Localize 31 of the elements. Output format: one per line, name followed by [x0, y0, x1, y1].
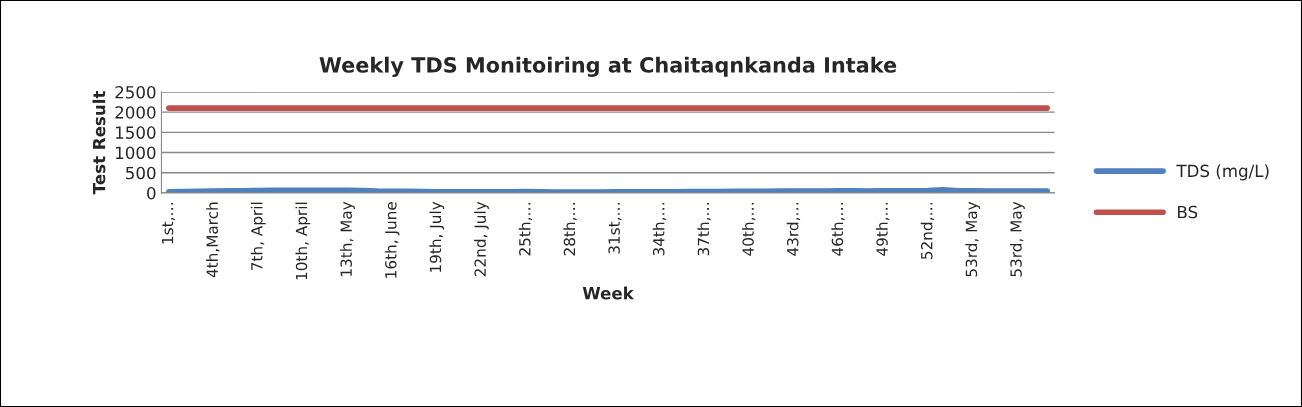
y-tick-label: 0: [147, 186, 156, 200]
y-tick-label: 500: [126, 166, 156, 180]
x-tick-label: 22nd, July: [474, 201, 489, 277]
y-tick-label: 1000: [116, 146, 156, 160]
y-tick-label: 2500: [115, 85, 156, 99]
x-tick-label: 28th,…: [563, 203, 577, 256]
y-axis-title: Test Result: [92, 90, 106, 195]
x-tick-label: 53rd, May: [965, 201, 981, 277]
x-tick-label: 4th,March: [206, 202, 220, 278]
x-tick-label: 40th,…: [742, 203, 756, 256]
x-tick-label: 19th, July: [429, 201, 445, 272]
x-tick-label: 13th, May: [340, 201, 355, 276]
x-tick-label: 37th,…: [697, 203, 711, 256]
x-tick-label: 25th,…: [518, 203, 533, 256]
x-tick-label: 16th, June: [384, 202, 400, 278]
x-tick-label: 52nd,…: [920, 203, 935, 260]
x-tick-label: 46th,…: [831, 203, 845, 256]
x-tick-label: 53rd, May: [1010, 201, 1025, 277]
y-tick-label: 2000: [115, 106, 156, 119]
x-tick-label: 49th,…: [876, 203, 890, 256]
x-tick-label: 10th, April: [295, 202, 311, 280]
y-tick-label: 1500: [116, 126, 156, 139]
x-tick-label: 43rd,…: [786, 203, 801, 256]
legend-label: BS: [1178, 205, 1198, 219]
chart-title: Weekly TDS Monitoiring at Chaitaqnkanda Intake: [319, 56, 897, 78]
x-tick-label: 34th,…: [652, 203, 667, 256]
legend-label: TDS (mg/L): [1176, 164, 1269, 181]
x-tick-label: 7th, April: [250, 202, 266, 271]
x-tick-label: 31st,…: [608, 203, 622, 254]
x-axis-title: Week: [582, 286, 635, 300]
x-tick-label: 1st,…: [161, 203, 175, 244]
